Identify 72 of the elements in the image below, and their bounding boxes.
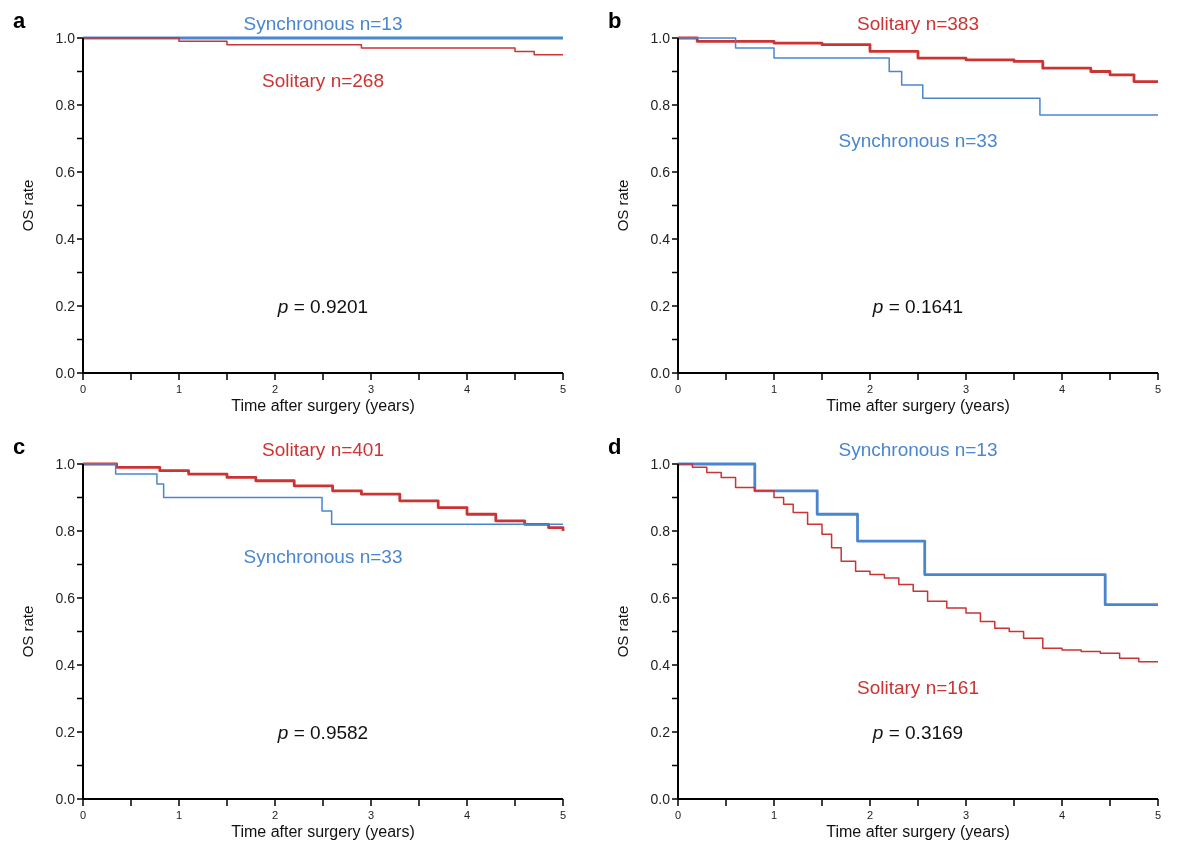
- y-tick-label: 0.6: [650, 589, 671, 606]
- x-tick-label: 3: [367, 809, 375, 821]
- y-tick-label: 1.0: [650, 455, 671, 472]
- series-label: Solitary n=383: [857, 13, 979, 34]
- y-tick-label: 0.4: [55, 656, 76, 673]
- x-tick-label: 5: [1154, 383, 1162, 395]
- x-tick-label: 0: [79, 809, 87, 821]
- y-tick-label: 0.8: [55, 96, 76, 113]
- annotation: p = 0.9201: [276, 296, 369, 317]
- x-axis-title: Time after surgery (years): [231, 823, 415, 840]
- series-label: Solitary n=268: [262, 69, 384, 91]
- x-axis-title: Time after surgery (years): [231, 397, 415, 414]
- y-tick-label: 1.0: [650, 29, 671, 46]
- x-tick-label: 0: [674, 809, 682, 821]
- x-tick-label: 1: [770, 383, 778, 395]
- x-tick-label: 5: [559, 809, 567, 821]
- series-label: Synchronous n=13: [838, 439, 998, 460]
- x-tick-label: 3: [367, 383, 375, 395]
- chart-title: a: [13, 8, 26, 33]
- series-label: Synchronous n=13: [243, 13, 403, 34]
- x-tick-label: 2: [866, 809, 874, 821]
- x-tick-label: 5: [1154, 809, 1162, 821]
- x-tick-label: 0: [79, 383, 87, 395]
- y-axis-title: OS rate: [19, 605, 36, 658]
- y-tick-label: 0.2: [650, 723, 671, 740]
- x-tick-label: 1: [175, 809, 183, 821]
- y-tick-label: 0.0: [650, 790, 671, 807]
- y-tick-label: 0.0: [55, 790, 76, 807]
- x-tick-label: 4: [1058, 809, 1066, 821]
- y-tick-label: 0.4: [650, 230, 671, 247]
- y-tick-label: 0.8: [650, 522, 671, 539]
- series-label: Synchronous n=33: [838, 130, 998, 152]
- y-tick-label: 1.0: [55, 29, 76, 46]
- x-tick-label: 2: [866, 383, 874, 395]
- y-tick-label: 0.4: [650, 656, 671, 673]
- text: Solitary n=161: [857, 676, 979, 698]
- x-tick-label: 4: [463, 383, 471, 395]
- y-tick-label: 0.2: [55, 723, 76, 740]
- series-label: Synchronous n=33: [243, 546, 403, 567]
- y-axis-title: OS rate: [19, 179, 36, 232]
- x-tick-label: 1: [770, 809, 778, 821]
- x-tick-label: 1: [175, 383, 183, 395]
- x-tick-label: 4: [463, 809, 471, 821]
- x-tick-label: 3: [962, 383, 970, 395]
- x-axis-title: Time after surgery (years): [826, 823, 1010, 840]
- x-tick-label: 2: [271, 383, 279, 395]
- x-tick-label: 4: [1058, 383, 1066, 395]
- annotation: p = 0.9582: [276, 722, 369, 743]
- y-tick-label: 0.0: [55, 364, 76, 381]
- y-axis-title: OS rate: [614, 179, 631, 232]
- y-tick-label: 0.8: [55, 522, 76, 539]
- y-tick-label: 0.6: [55, 589, 76, 606]
- annotation: p = 0.1641: [871, 296, 964, 317]
- x-tick-label: 0: [674, 383, 682, 395]
- x-tick-label: 3: [962, 809, 970, 821]
- y-tick-label: 0.4: [55, 230, 76, 247]
- chart-title: d: [608, 434, 622, 459]
- x-tick-label: 5: [559, 383, 567, 395]
- x-tick-label: 2: [271, 809, 279, 821]
- x-axis-title: Time after surgery (years): [826, 397, 1010, 414]
- y-tick-label: 0.8: [650, 96, 671, 113]
- y-tick-label: 1.0: [55, 455, 76, 472]
- y-tick-label: 0.2: [650, 297, 671, 314]
- chart-title: c: [13, 434, 26, 459]
- y-tick-label: 0.2: [55, 297, 76, 314]
- annotation: p = 0.3169: [871, 722, 964, 743]
- y-tick-label: 0.0: [650, 364, 671, 381]
- chart-title: b: [608, 8, 622, 33]
- y-axis-title: OS rate: [614, 605, 631, 658]
- y-tick-label: 0.6: [55, 163, 76, 180]
- y-tick-label: 0.6: [650, 163, 671, 180]
- series-label: Solitary n=401: [262, 439, 384, 460]
